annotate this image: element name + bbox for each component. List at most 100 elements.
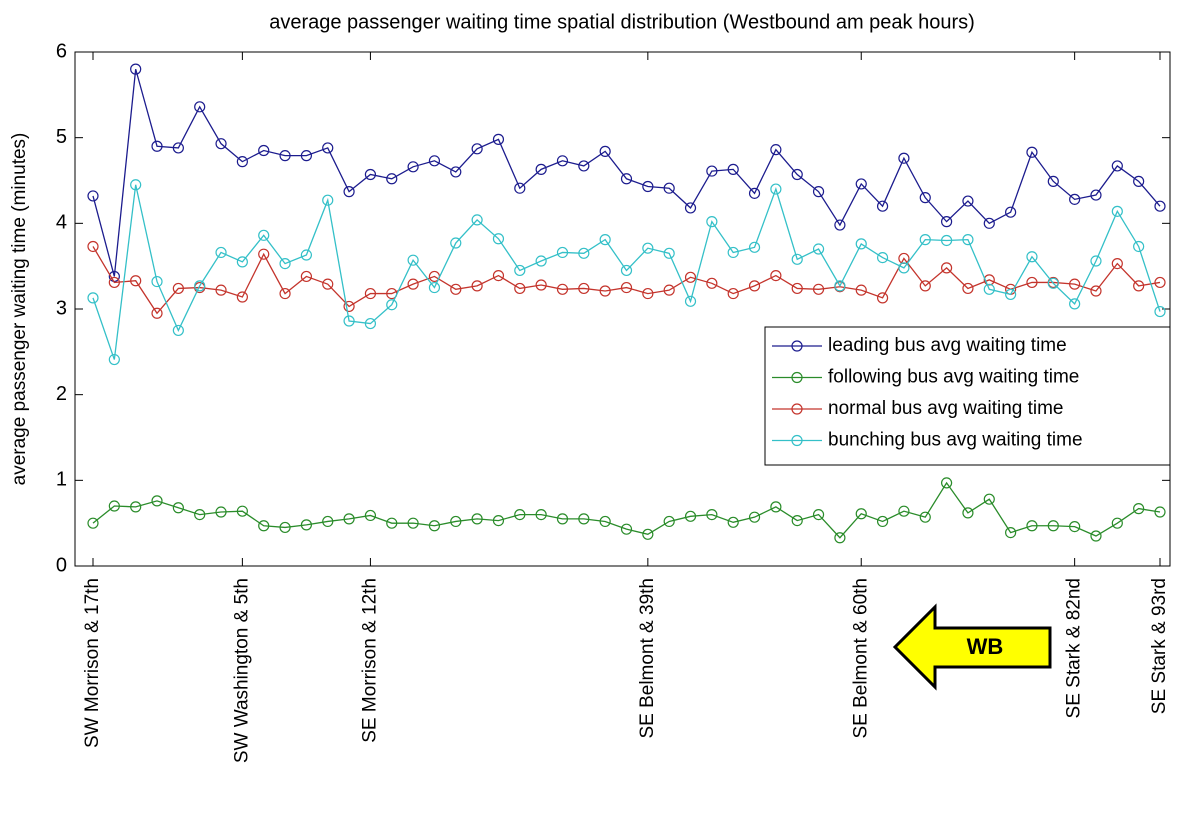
legend-label: bunching bus avg waiting time xyxy=(828,430,1083,451)
data-point xyxy=(258,520,270,532)
data-point xyxy=(407,517,419,529)
data-point xyxy=(471,143,483,155)
data-point xyxy=(300,150,312,162)
annotation: WB xyxy=(967,634,1004,659)
y-tick-label: 4 xyxy=(56,212,67,234)
data-point xyxy=(919,192,931,204)
data-point xyxy=(663,515,675,528)
data-point xyxy=(1005,288,1017,301)
data-point xyxy=(471,214,483,226)
series-line xyxy=(92,68,1161,277)
y-tick-label: 3 xyxy=(56,297,67,319)
data-point xyxy=(578,247,590,259)
data-point xyxy=(556,246,569,259)
data-point xyxy=(663,247,675,259)
data-point xyxy=(962,282,974,295)
data-point xyxy=(706,216,718,228)
data-point xyxy=(1090,255,1102,267)
data-point xyxy=(1005,206,1017,218)
data-point xyxy=(940,477,953,489)
data-point xyxy=(706,277,718,289)
data-point xyxy=(215,284,227,296)
data-point xyxy=(684,295,697,307)
data-point xyxy=(962,195,974,207)
data-point xyxy=(535,255,547,267)
data-point xyxy=(279,521,291,534)
x-tick-label: SE Belmont & 60th xyxy=(850,578,871,739)
data-point xyxy=(1047,175,1059,187)
data-point xyxy=(130,275,142,287)
data-point xyxy=(322,515,334,528)
data-point xyxy=(834,219,846,231)
data-point xyxy=(599,145,611,157)
data-point xyxy=(940,262,953,274)
plot-frame xyxy=(74,51,1171,567)
arrow-shape xyxy=(892,603,1052,691)
data-point xyxy=(748,511,761,523)
data-point xyxy=(428,520,441,532)
y-tick-label: 6 xyxy=(56,40,67,62)
data-point xyxy=(556,155,569,167)
data-point xyxy=(1154,200,1166,212)
data-point xyxy=(1111,205,1123,217)
data-point xyxy=(428,281,441,294)
data-point xyxy=(727,287,739,300)
data-point xyxy=(791,168,803,181)
data-point xyxy=(919,280,931,292)
data-point xyxy=(1047,520,1059,532)
data-point xyxy=(407,278,419,290)
x-tick-label: SE Belmont & 39th xyxy=(637,578,658,739)
data-point xyxy=(556,283,569,295)
data-point xyxy=(300,270,312,283)
data-point xyxy=(322,194,334,206)
data-point xyxy=(1090,530,1102,542)
data-point xyxy=(87,292,99,304)
data-point xyxy=(599,285,611,297)
data-point xyxy=(962,234,974,246)
legend-box xyxy=(764,326,1171,466)
data-point xyxy=(236,156,248,168)
data-point xyxy=(1090,285,1102,297)
data-point xyxy=(1069,278,1081,290)
data-point xyxy=(386,173,398,185)
data-point xyxy=(364,168,377,181)
data-point xyxy=(1069,298,1081,310)
data-point xyxy=(642,287,654,300)
y-axis-label: average passenger waiting time (minutes) xyxy=(9,133,30,486)
data-point xyxy=(151,495,163,507)
data-point xyxy=(983,283,995,295)
data-point xyxy=(599,234,611,246)
direction-arrow: WB xyxy=(892,603,1052,691)
data-point xyxy=(706,165,718,177)
data-point xyxy=(492,233,505,245)
data-point xyxy=(194,280,206,292)
data-point xyxy=(279,150,291,162)
x-tick-label: SW Morrison & 17th xyxy=(82,578,103,748)
data-point xyxy=(898,262,910,274)
data-point xyxy=(556,513,569,525)
data-point xyxy=(172,142,184,154)
data-point xyxy=(194,508,206,521)
data-point xyxy=(1026,520,1038,532)
data-point xyxy=(258,144,270,157)
legend-marker xyxy=(791,371,803,384)
data-point xyxy=(748,241,761,253)
data-point xyxy=(940,234,953,247)
data-point xyxy=(706,508,718,521)
data-point xyxy=(684,510,697,522)
x-tick-label: SE Stark & 82nd xyxy=(1064,578,1085,718)
data-point xyxy=(812,186,825,198)
legend-label: leading bus avg waiting time xyxy=(828,335,1067,356)
data-point xyxy=(898,505,910,517)
data-point xyxy=(855,238,867,250)
data-point xyxy=(620,264,633,277)
x-tick-label: SE Stark & 93rd xyxy=(1149,578,1170,714)
data-point xyxy=(1026,276,1038,289)
data-point xyxy=(450,283,462,295)
data-point xyxy=(215,246,227,259)
legend-marker xyxy=(791,340,803,352)
data-point xyxy=(172,324,184,337)
data-point xyxy=(514,182,526,194)
data-point xyxy=(1154,276,1166,289)
data-point xyxy=(151,275,163,288)
